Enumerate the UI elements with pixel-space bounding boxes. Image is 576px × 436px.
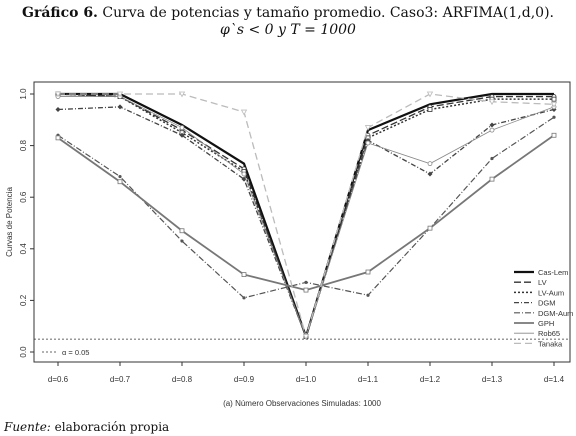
series-point-rob65 <box>489 127 495 133</box>
source-text: elaboración propia <box>50 420 170 434</box>
series-point-dgm <box>179 132 185 138</box>
series-point-tanaka <box>364 125 372 131</box>
series-point-gph <box>489 176 495 182</box>
chart-subtitle: φ`s < 0 y T = 1000 <box>220 22 356 38</box>
series-line-lv-aum <box>57 93 554 339</box>
x-tick-label: d=1.0 <box>296 375 317 384</box>
series-point-lv-aum <box>427 107 433 112</box>
series-line-cas-lem <box>58 92 554 341</box>
y-tick-label: 0.8 <box>19 139 28 151</box>
series-point-tanaka <box>302 334 310 340</box>
y-tick-label: 1.0 <box>19 88 28 100</box>
legend-label: LV-Aum <box>538 288 564 297</box>
legend-label: GPH <box>538 319 554 328</box>
series-line-dgm <box>57 106 555 339</box>
series-point-rob65 <box>427 161 433 167</box>
series-point-dgm <box>427 171 433 177</box>
series-point-gph <box>365 269 371 275</box>
series-point-gph <box>117 179 123 185</box>
x-tick-label: d=1.1 <box>358 375 379 384</box>
series-point-rob65 <box>365 140 371 146</box>
y-tick-label: 0.6 <box>19 191 28 203</box>
series-point-tanaka <box>240 109 248 116</box>
series-point-tanaka <box>54 91 62 98</box>
series-point-lv-aum <box>551 96 557 102</box>
series-point-gph <box>241 272 247 278</box>
series-point-dgm-aum <box>552 115 556 119</box>
legend-label: LV <box>538 278 547 287</box>
legend-label: DGM-Aum <box>538 309 573 318</box>
series-line-lv <box>57 93 554 339</box>
series-point-gph <box>179 228 185 234</box>
series-point-gph <box>551 132 557 138</box>
series-point-tanaka <box>178 91 186 98</box>
x-tick-label: d=1.3 <box>482 375 503 384</box>
series-point-tanaka <box>488 99 496 106</box>
series-point-dgm-aum <box>366 293 370 297</box>
series-point-dgm <box>55 106 61 112</box>
series-point-dgm <box>117 104 123 110</box>
legend-label: Cas-Lem <box>538 268 568 277</box>
source-note: Fuente: elaboración propia <box>4 420 169 434</box>
y-tick-label: 0.0 <box>19 346 28 358</box>
series-point-dgm-aum <box>304 280 308 284</box>
series-point-gph <box>303 287 309 293</box>
y-tick-label: 0.4 <box>19 243 28 255</box>
series-point-dgm-aum <box>242 296 246 300</box>
y-axis-label: Curvas de Potencia <box>5 187 14 257</box>
series-point-dgm-aum <box>118 174 122 179</box>
chart-title-bold: Gráfico 6. <box>22 5 98 21</box>
alpha-legend-label: α = 0.05 <box>62 348 89 357</box>
x-tick-label: d=1.2 <box>420 375 441 384</box>
legend-label: Tanaka <box>538 339 563 348</box>
series-point-gph <box>427 225 433 231</box>
legend-label: DGM <box>538 299 556 308</box>
x-tick-label: d=0.6 <box>48 375 69 384</box>
legend-label: Rob65 <box>538 329 560 338</box>
y-tick-label: 0.2 <box>19 294 28 306</box>
series-point-gph <box>55 135 61 141</box>
x-tick-label: d=0.8 <box>172 375 193 384</box>
x-tick-label: d=0.9 <box>234 375 255 384</box>
series-point-rob65 <box>241 171 247 177</box>
series-line-tanaka <box>58 93 555 339</box>
series-line-rob65 <box>58 96 555 338</box>
series-point-dgm <box>489 122 495 128</box>
series-point-tanaka <box>426 91 434 98</box>
chart-title-rest: Curva de potencias y tamaño promedio. Ca… <box>97 5 554 21</box>
series-point-dgm-aum <box>490 156 494 161</box>
series-line-dgm-aum <box>57 116 555 299</box>
series-point-tanaka <box>550 101 558 108</box>
x-axis-label: (a) Número Observaciones Simuladas: 1000 <box>223 399 381 408</box>
series-line-gph <box>57 134 555 292</box>
series-point-dgm-aum <box>180 239 184 243</box>
x-tick-label: d=1.4 <box>544 375 565 384</box>
x-tick-label: d=0.7 <box>110 375 131 384</box>
chart-title: Gráfico 6. Curva de potencias y tamaño p… <box>0 4 576 22</box>
series-point-tanaka <box>116 91 124 98</box>
plot-frame <box>33 81 571 363</box>
series-point-rob65 <box>179 125 185 130</box>
source-label: Fuente: <box>4 420 51 434</box>
